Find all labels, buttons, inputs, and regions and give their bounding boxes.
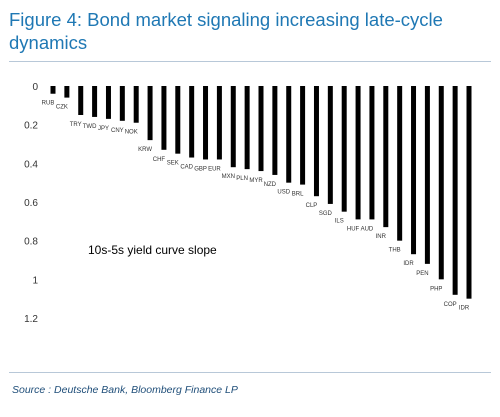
bar: [244, 86, 250, 170]
category-label: JPY: [98, 126, 109, 132]
y-tick-label: 0: [32, 82, 38, 93]
bar: [92, 86, 98, 117]
category-label: HUF: [347, 226, 360, 232]
category-label: CAD: [180, 165, 193, 171]
bar: [147, 86, 153, 141]
bar: [369, 86, 375, 220]
category-label: THB: [389, 248, 401, 254]
category-label: NZD: [264, 182, 277, 188]
category-label: MYR: [249, 178, 263, 184]
category-label: CHF: [153, 157, 166, 163]
category-label: CNY: [111, 128, 124, 134]
bar: [313, 86, 319, 197]
bar: [341, 86, 347, 212]
category-label: TWD: [83, 124, 97, 130]
category-label: RUB: [42, 101, 55, 107]
category-label: SGD: [319, 211, 333, 217]
category-label: CLP: [306, 203, 318, 209]
bar: [258, 86, 264, 172]
bar: [203, 86, 209, 160]
bar: [78, 86, 84, 115]
bar: [383, 86, 389, 228]
category-label: USD: [277, 190, 290, 196]
bar: [424, 86, 430, 264]
y-tick-label: 0.2: [24, 121, 38, 132]
category-label: BRL: [292, 192, 304, 198]
category-label: PEN: [416, 271, 428, 277]
chart-title: Figure 4: Bond market signaling increasi…: [9, 9, 443, 53]
category-label: EUR: [208, 166, 221, 172]
category-label: CZK: [56, 105, 68, 111]
category-label: AUD: [361, 226, 374, 232]
source-note: Source : Deutsche Bank, Bloomberg Financ…: [12, 384, 238, 396]
bar: [327, 86, 333, 204]
bar: [133, 86, 139, 123]
bar: [105, 86, 111, 119]
bar: [300, 86, 306, 185]
category-label: PLN: [236, 176, 248, 182]
y-tick-label: 1: [32, 275, 38, 286]
category-label: IDR: [459, 306, 470, 312]
bar: [466, 86, 472, 299]
bars: [50, 86, 472, 299]
category-label: TRY: [70, 122, 82, 128]
category-label: IDR: [403, 261, 414, 267]
category-label: COP: [444, 302, 457, 308]
category-label: NOK: [125, 130, 138, 136]
footer-divider: [9, 372, 491, 373]
bar: [272, 86, 278, 175]
category-label: KRW: [138, 147, 152, 153]
bar: [230, 86, 236, 168]
bar: [286, 86, 292, 183]
bar: [64, 86, 70, 98]
category-label: MXN: [222, 174, 235, 180]
category-label: SEK: [167, 161, 179, 167]
category-label: INR: [376, 234, 387, 240]
chart-annotation: 10s-5s yield curve slope: [88, 243, 217, 257]
bar: [50, 86, 56, 94]
y-axis: 0 0.2 0.4 0.6 0.8 1 1.2: [24, 82, 38, 325]
y-tick-label: 0.8: [24, 237, 38, 248]
bar: [355, 86, 361, 220]
y-tick-label: 1.2: [24, 314, 38, 325]
category-label: GBP: [194, 166, 207, 172]
bar: [411, 86, 417, 255]
bar: [452, 86, 458, 295]
bar: [189, 86, 195, 158]
bar: [119, 86, 125, 121]
y-tick-label: 0.6: [24, 198, 38, 209]
bar: [397, 86, 403, 241]
bar: [216, 86, 222, 160]
bar: [438, 86, 444, 280]
y-tick-label: 0.4: [24, 159, 38, 170]
bar: [161, 86, 167, 150]
title-divider: [9, 61, 491, 62]
bar: [175, 86, 181, 154]
category-label: ILS: [335, 219, 344, 225]
category-label: PHP: [430, 286, 442, 292]
